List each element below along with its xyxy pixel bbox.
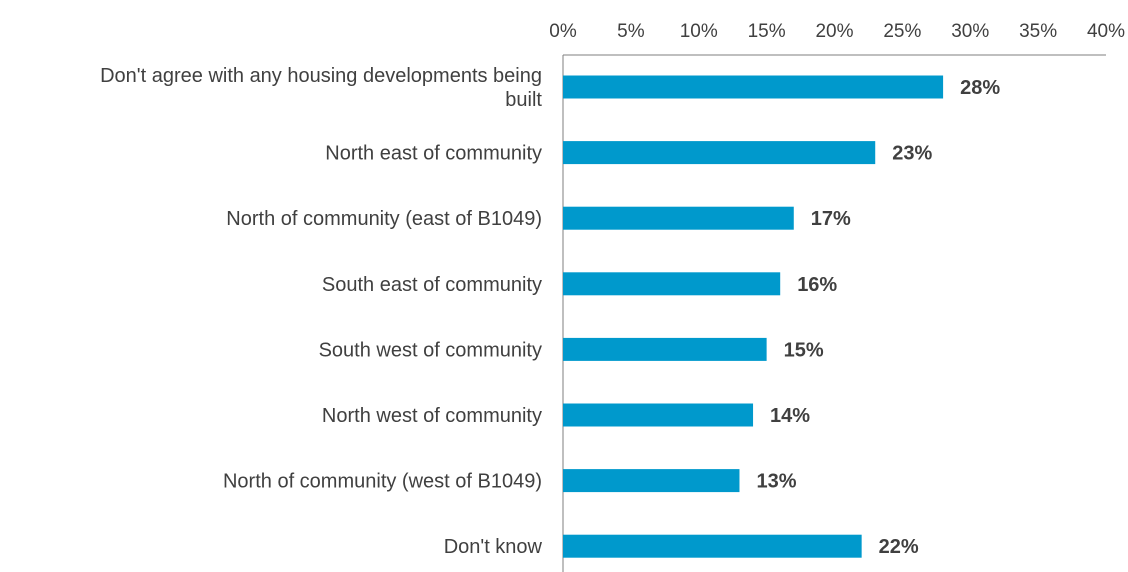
x-tick-label: 15% — [748, 21, 786, 42]
bar — [563, 75, 944, 99]
axis-layer — [562, 54, 1106, 572]
category-label: Don't agree with any housing development… — [100, 65, 542, 111]
bar-layer — [563, 75, 944, 558]
bar — [563, 272, 781, 296]
category-label: North of community (west of B1049) — [223, 471, 542, 493]
x-tick-label: 25% — [883, 21, 921, 42]
bar — [563, 469, 740, 493]
data-label: 13% — [756, 471, 796, 493]
category-label: South west of community — [319, 339, 542, 361]
x-tick-label: 0% — [549, 21, 577, 42]
bar — [563, 206, 794, 230]
x-tick-label: 35% — [1019, 21, 1057, 42]
category-label: North east of community — [325, 143, 542, 165]
x-tick-label: 30% — [951, 21, 989, 42]
data-label: 17% — [811, 208, 851, 230]
x-tick-label: 40% — [1087, 21, 1125, 42]
bar — [563, 403, 754, 427]
x-tick-label: 5% — [617, 21, 645, 42]
tick-label-layer: 0% 5% 10% 15% 20% 25% 30% 35% 40% — [549, 21, 1125, 42]
bar — [563, 141, 876, 165]
category-label-layer: Don't agree with any housing development… — [100, 65, 542, 558]
bar — [563, 534, 862, 558]
data-label: 15% — [784, 339, 824, 361]
bar — [563, 337, 767, 361]
category-label: North of community (east of B1049) — [226, 208, 542, 230]
category-label: Don't know — [444, 536, 543, 558]
x-tick-label: 20% — [815, 21, 853, 42]
data-label: 22% — [879, 536, 919, 558]
x-tick-label: 10% — [680, 21, 718, 42]
data-label: 23% — [892, 143, 932, 165]
category-label: North west of community — [322, 405, 542, 427]
data-label: 16% — [797, 274, 837, 296]
category-label: South east of community — [322, 274, 542, 296]
data-label: 28% — [960, 77, 1000, 99]
data-label: 14% — [770, 405, 810, 427]
data-label-layer: 28% 23% 17% 16% 15% 14% 13% 22% — [756, 77, 1000, 558]
